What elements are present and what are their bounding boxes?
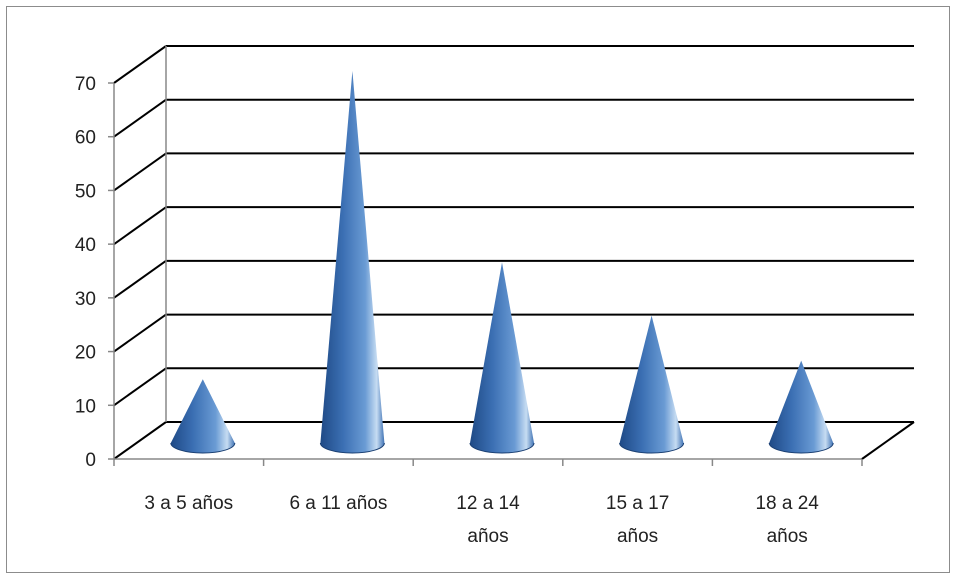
x-category-label: años (767, 526, 808, 547)
cone-base-edge (469, 442, 535, 454)
x-category-label: años (467, 526, 508, 547)
cone-body (320, 71, 385, 453)
x-category-label: 6 a 11 años (289, 493, 387, 514)
gridlines (113, 45, 914, 460)
cone-body (170, 379, 235, 453)
cone-base-edge (619, 442, 685, 454)
floor-right-edge (861, 421, 915, 460)
y-tick-label: 70 (75, 74, 96, 95)
cone (768, 360, 834, 454)
side-wall-gridline (113, 152, 167, 192)
side-wall-gridline (113, 367, 167, 407)
cone-base-edge (768, 442, 834, 454)
cone (619, 315, 685, 454)
cone-base-edge (319, 442, 385, 454)
x-category-label: 15 a 17 (606, 493, 669, 514)
cone (319, 71, 385, 454)
cone-body (470, 262, 534, 453)
side-wall-gridline (113, 421, 167, 460)
cone-base-edge (170, 442, 236, 454)
x-category-labels: 3 a 5 años 6 a 11 años 12 a 14 años 15 a 17 a… (144, 493, 819, 547)
y-tick-label: 60 (75, 128, 96, 149)
y-tick-label: 30 (75, 289, 96, 310)
cone-body (619, 315, 684, 453)
y-tick-label: 0 (85, 450, 96, 471)
axes (108, 46, 915, 466)
cone (469, 262, 535, 454)
side-wall-gridline (113, 313, 167, 353)
side-wall-gridline (113, 260, 167, 299)
x-category-label: años (617, 526, 658, 547)
y-tick-label: 10 (75, 396, 96, 417)
x-category-label: 12 a 14 (456, 493, 520, 514)
cone-body (769, 360, 834, 453)
side-wall-gridline (113, 206, 167, 245)
cones (170, 71, 834, 454)
side-wall-gridline (113, 98, 167, 138)
y-tick-label: 50 (75, 181, 96, 202)
y-tick-labels: 0 10 20 30 40 50 60 70 (75, 74, 96, 471)
y-tick-label: 20 (75, 343, 96, 364)
x-category-label: 18 a 24 (755, 493, 819, 514)
cone (170, 379, 236, 454)
side-wall-gridline (113, 45, 167, 84)
y-tick-label: 40 (75, 235, 96, 256)
x-category-label: 3 a 5 años (144, 493, 233, 514)
